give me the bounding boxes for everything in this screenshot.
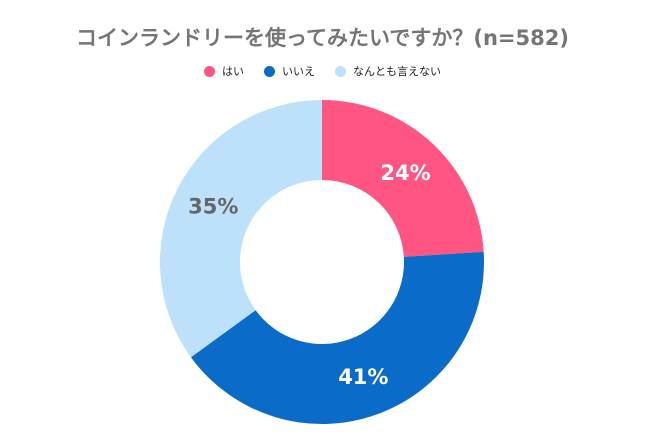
slice-label-yes: 24% bbox=[380, 161, 430, 185]
legend-marker-yes bbox=[204, 65, 215, 77]
legend-marker-unsure bbox=[335, 65, 346, 77]
legend-item-unsure: なんとも言えない bbox=[335, 63, 441, 79]
donut-slice-yes bbox=[322, 100, 484, 257]
legend-marker-no bbox=[264, 65, 275, 77]
slice-label-no: 41% bbox=[338, 365, 388, 389]
chart-title: コインランドリーを使ってみたいですか？(n=582) bbox=[76, 26, 569, 50]
donut-slice-no bbox=[190, 251, 484, 425]
legend-label-unsure: なんとも言えない bbox=[353, 65, 441, 78]
legend: はい いいえ なんとも言えない bbox=[0, 63, 645, 79]
slice-label-unsure: 35% bbox=[188, 195, 238, 219]
legend-label-no: いいえ bbox=[282, 65, 315, 78]
legend-item-no: いいえ bbox=[264, 63, 315, 79]
legend-label-yes: はい bbox=[222, 65, 244, 78]
legend-item-yes: はい bbox=[204, 63, 244, 79]
donut-slice-unsure bbox=[159, 100, 322, 358]
